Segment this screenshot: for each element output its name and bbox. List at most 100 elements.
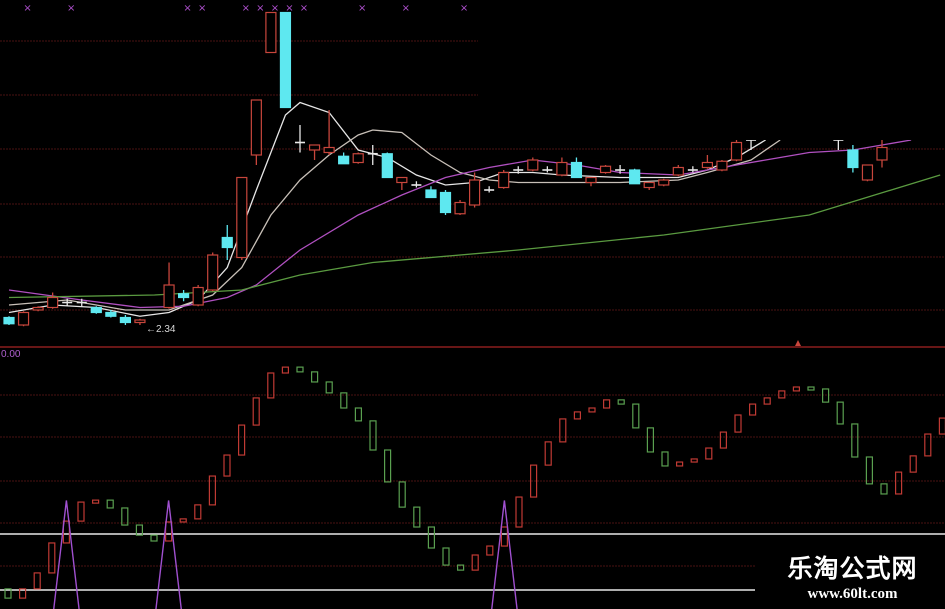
candle-up [323,146,335,154]
signal-marker: × [23,3,31,14]
indicator-bar-up [719,431,728,449]
candle-up [861,164,874,181]
indicator-bar-up [19,588,27,599]
candle-down [847,149,859,169]
indicator-bar-down [121,507,129,526]
indicator-bar-down [354,407,362,422]
candle-down [381,153,393,179]
indicator-bar-down [661,451,669,467]
candle-down [338,155,350,165]
indicator-bar-up [281,366,289,374]
indicator-bar-up [705,447,713,460]
indicator-bar-down [106,499,114,509]
indicator-bar-up [500,526,508,547]
candle-down [629,169,641,185]
indicator-bar-down [413,506,421,528]
signal-spike [155,500,182,609]
indicator-bar-up [938,417,945,435]
indicator-bar-up [734,414,742,433]
signal-marker: × [67,3,75,14]
indicator-bar-up [471,554,479,571]
candle-up [308,144,321,151]
candle-down [221,236,233,249]
candle-up [265,11,277,54]
moving-average-ma20 [8,139,912,309]
indicator-bar-down [617,399,625,405]
candle-up [207,254,219,291]
indicator-bar-down [135,524,143,536]
candle-down [119,316,132,324]
signal-marker: × [271,3,279,14]
indicator-bar-up [238,424,246,456]
indicator-bar-up [602,399,611,409]
arrow-left-icon: ← [146,324,156,335]
indicator-bar-up [48,542,56,574]
indicator-bar-down [865,456,874,485]
indicator-bar-down [296,366,304,373]
candle-up [672,166,684,176]
candle-up [236,176,248,259]
indicator-bar-up [894,471,903,495]
indicator-bar-down [398,481,406,508]
indicator-bar-down [369,420,377,451]
indicator-bar-up [91,499,100,504]
moving-average-ma10 [8,129,781,311]
indicator-bar-up [223,454,231,477]
signal-marker: × [256,3,264,14]
candle-up [599,165,612,174]
candle-up [643,181,655,189]
low-price-value: 2.34 [156,324,176,335]
candle-down [3,316,15,325]
candle-down [105,311,117,317]
indicator-bar-up [252,397,260,426]
indicator-bar-down [851,423,859,458]
candle-up [730,141,743,161]
candle-down [90,306,102,314]
signal-marker: × [402,3,410,14]
indicator-bar-down [457,564,465,571]
indicator-bar-up [778,390,786,399]
indicator-bar-down [311,371,319,383]
indicator-bar-up [690,458,698,463]
candle-up [556,161,568,176]
candle-down [178,293,190,299]
indicator-bar-down [442,547,450,566]
candle-up [498,171,510,189]
signal-marker: × [300,3,308,14]
indicator-bar-up [588,407,596,413]
indicator-bar-up [559,418,567,443]
signal-spike [491,500,518,609]
indicator-bar-up [909,455,917,473]
signal-marker: × [198,3,206,14]
indicator-bar-up [208,475,216,506]
watermark-url: www.60lt.com [807,586,898,602]
indicator-bar-up [573,411,582,420]
indicator-bar-down [325,381,333,394]
indicator-bar-down [150,534,158,542]
indicator-bar-down [646,427,655,453]
candle-up [250,99,262,156]
signal-marker: × [358,3,366,14]
candle-up [527,159,539,171]
candle-down [425,189,437,199]
signal-marker: × [460,3,468,14]
candle-up [701,161,714,169]
signal-marker: × [183,3,191,14]
candle-up [396,176,408,184]
clipped-area [478,0,945,140]
indicator-bar-down [632,403,640,429]
candle-up [876,146,888,161]
candle-up [134,319,146,324]
indicator-bar-up [748,403,757,416]
indicator-bar-down [427,526,435,549]
indicator-bar-up [529,464,538,498]
candle-up [192,286,204,306]
indicator-bar-down [821,388,830,403]
indicator-bar-up [486,545,494,556]
candle-up [658,179,670,186]
indicator-bar-down [4,588,12,599]
candle-up [716,160,728,171]
indicator-bar-up [515,496,523,528]
signal-spike [53,500,80,609]
